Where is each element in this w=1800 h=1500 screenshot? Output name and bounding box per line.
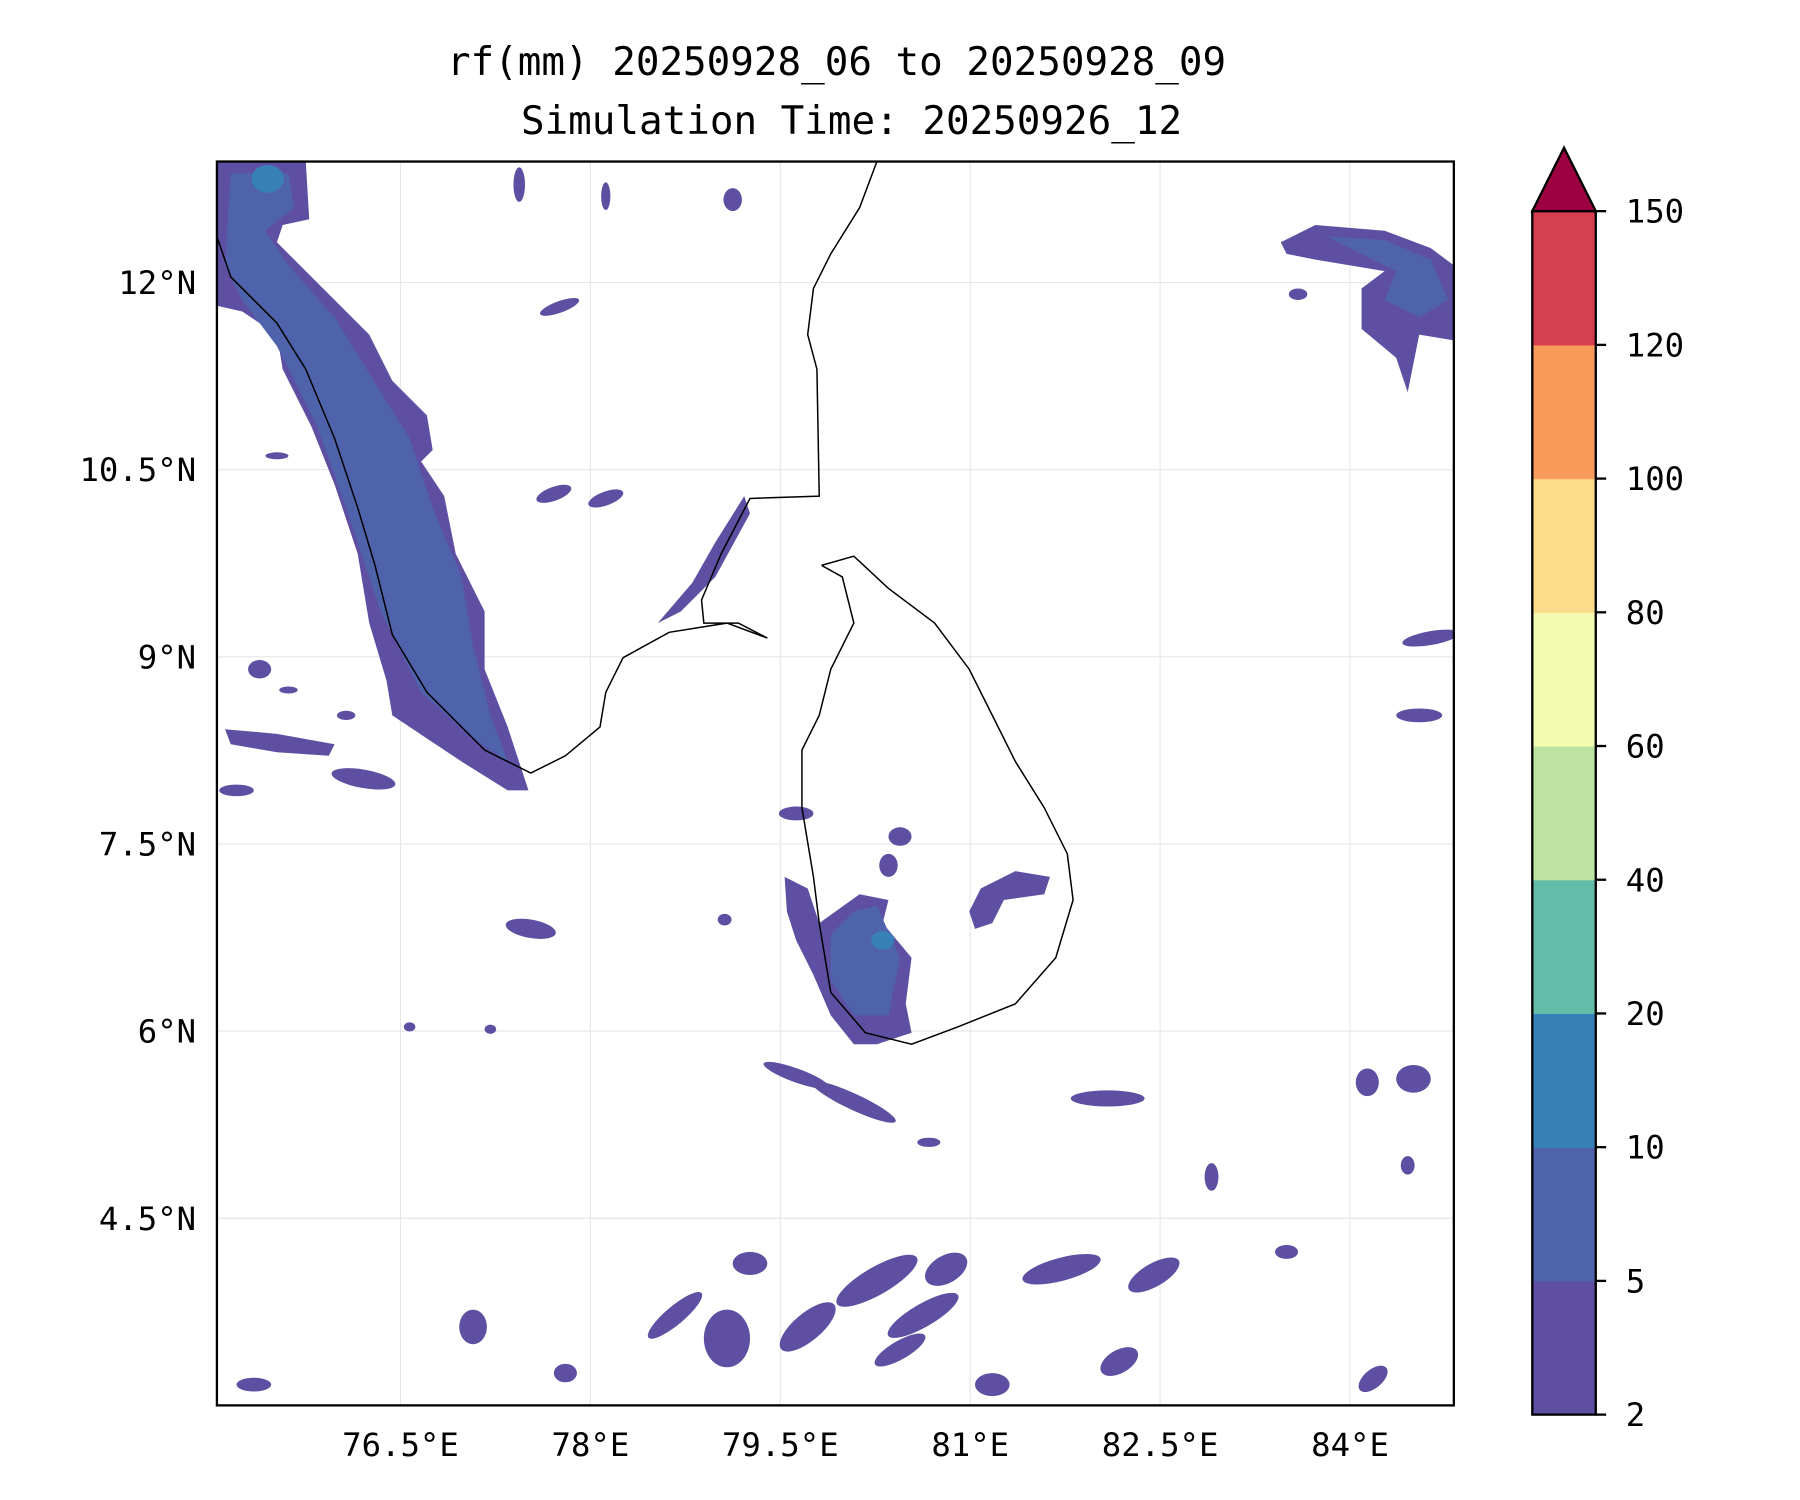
rain-contour-2mm bbox=[1128, 1257, 1180, 1293]
rain-contour-2mm bbox=[1100, 1347, 1139, 1376]
rain-contour-2mm bbox=[836, 1254, 918, 1307]
coastline-sri-lanka bbox=[801, 555, 1074, 1046]
rain-contour-2mm bbox=[779, 1302, 836, 1352]
rain-contour-2mm bbox=[975, 1373, 1010, 1397]
chart-subtitle: Simulation Time: 20250926_12 bbox=[521, 99, 1182, 144]
rain-contour-2mm bbox=[887, 1292, 959, 1338]
rain-contour-2mm bbox=[1022, 1253, 1101, 1285]
rain-contour-2mm bbox=[459, 1309, 487, 1345]
colorbar-extend-triangle bbox=[1530, 145, 1598, 213]
colorbar-bin bbox=[1532, 612, 1596, 747]
rain-contour-2mm bbox=[723, 188, 742, 212]
rain-contour-5mm bbox=[225, 173, 508, 762]
rain-contour-2mm bbox=[1288, 288, 1308, 300]
y-tick-label: 12°N bbox=[118, 264, 196, 302]
y-axis: 12°N 10.5°N 9°N 7.5°N 6°N 4.5°N bbox=[79, 264, 196, 1238]
rain-contour-2mm bbox=[484, 1024, 497, 1034]
rain-contour-2mm bbox=[403, 1022, 416, 1032]
rain-contour-2mm bbox=[732, 1251, 768, 1275]
rain-contour-2mm bbox=[888, 827, 912, 846]
chart-title: rf(mm) 20250928_06 to 20250928_09 bbox=[447, 40, 1226, 85]
rain-contour-2mm bbox=[717, 913, 732, 926]
rain-contour-2mm bbox=[874, 1333, 926, 1367]
x-axis: 76.5°E 78°E 79.5°E 81°E 82.5°E 84°E bbox=[342, 1426, 1389, 1464]
rain-contour-2mm bbox=[1402, 629, 1454, 647]
colorbar-bin bbox=[1532, 879, 1596, 1015]
rain-contour-2mm bbox=[1355, 1068, 1379, 1097]
rain-contour-2mm bbox=[553, 1363, 577, 1383]
y-tick-label: 6°N bbox=[138, 1013, 196, 1051]
rain-contour-2mm bbox=[336, 710, 356, 720]
rain-contour-2mm bbox=[225, 729, 335, 756]
rain-contour-2mm bbox=[1396, 708, 1443, 723]
rain-contour-10mm bbox=[251, 165, 284, 193]
x-tick-label: 82.5°E bbox=[1102, 1426, 1219, 1464]
colorbar-tick-label: 60 bbox=[1626, 728, 1665, 766]
rain-contour-2mm bbox=[879, 853, 898, 877]
y-tick-label: 7.5°N bbox=[99, 826, 196, 864]
coastlines bbox=[216, 161, 1074, 1046]
rain-contour-2mm bbox=[236, 1377, 272, 1392]
colorbar-tick-label: 40 bbox=[1626, 861, 1665, 899]
rain-contour-2mm bbox=[969, 871, 1050, 929]
rain-contour-2mm bbox=[1358, 1365, 1388, 1393]
colorbar-bin bbox=[1532, 1280, 1596, 1416]
colorbar-bin bbox=[1532, 478, 1596, 613]
colorbar-tick-label: 100 bbox=[1626, 460, 1684, 498]
rain-contour-2mm bbox=[539, 297, 580, 316]
rain-contour-2mm bbox=[1396, 1065, 1431, 1093]
y-tick-label: 10.5°N bbox=[79, 451, 196, 489]
rain-contour-2mm bbox=[601, 182, 611, 210]
colorbar-bin bbox=[1532, 1013, 1596, 1148]
colorbar-tick-label: 20 bbox=[1626, 995, 1665, 1033]
colorbar-bin bbox=[1532, 211, 1596, 346]
rain-contour-2mm bbox=[1204, 1163, 1219, 1191]
rain-contour-2mm bbox=[917, 1137, 941, 1147]
rain-contour-2mm bbox=[657, 496, 750, 624]
rain-contour-2mm bbox=[279, 686, 298, 694]
rain-contour-2mm bbox=[513, 167, 525, 202]
y-tick-label: 4.5°N bbox=[99, 1200, 196, 1238]
colorbar-tick-label: 80 bbox=[1626, 594, 1665, 632]
colorbar-tick-label: 10 bbox=[1626, 1129, 1665, 1167]
rain-contour-2mm bbox=[219, 784, 254, 797]
rain-contour-2mm bbox=[331, 768, 396, 790]
rainfall-contours bbox=[216, 161, 1454, 1397]
colorbar-tick-label: 120 bbox=[1626, 326, 1684, 364]
rain-contour-2mm bbox=[647, 1292, 703, 1339]
rain-contour-2mm bbox=[1070, 1090, 1145, 1107]
rain-contour-2mm bbox=[703, 1309, 750, 1368]
rain-contour-2mm bbox=[505, 918, 556, 939]
rain-contour-2mm bbox=[1400, 1156, 1415, 1175]
x-tick-label: 78°E bbox=[552, 1426, 630, 1464]
y-tick-label: 9°N bbox=[138, 638, 196, 676]
gridlines bbox=[216, 161, 1454, 1406]
colorbar-tick-label: 2 bbox=[1626, 1396, 1645, 1434]
x-tick-label: 79.5°E bbox=[722, 1426, 839, 1464]
colorbar-tick-label: 5 bbox=[1626, 1262, 1645, 1300]
rain-contour-2mm bbox=[811, 1081, 896, 1123]
rain-contour-2mm bbox=[265, 452, 289, 460]
colorbar-bin bbox=[1532, 344, 1596, 480]
x-tick-label: 76.5°E bbox=[342, 1426, 459, 1464]
colorbar-bin bbox=[1532, 1147, 1596, 1282]
colorbar-tick-label: 150 bbox=[1626, 193, 1684, 231]
colorbar-frame bbox=[1531, 210, 1597, 1416]
rain-contour-2mm bbox=[588, 489, 624, 508]
rain-contour-2mm bbox=[248, 660, 272, 679]
rain-contour-5mm bbox=[1326, 236, 1449, 318]
rain-contour-10mm bbox=[871, 931, 895, 950]
rain-contour-2mm bbox=[778, 806, 814, 821]
rain-contour-2mm bbox=[925, 1252, 968, 1286]
plot-frame bbox=[215, 160, 1455, 1407]
rain-contour-2mm bbox=[1275, 1245, 1299, 1259]
colorbar-bin bbox=[1532, 746, 1596, 881]
x-tick-label: 84°E bbox=[1311, 1426, 1389, 1464]
rain-contour-2mm bbox=[536, 484, 572, 503]
colorbar: 2 5 10 20 40 60 80 100 120 150 bbox=[1530, 145, 1684, 1434]
coastline-india bbox=[216, 161, 878, 774]
x-tick-label: 81°E bbox=[931, 1426, 1009, 1464]
